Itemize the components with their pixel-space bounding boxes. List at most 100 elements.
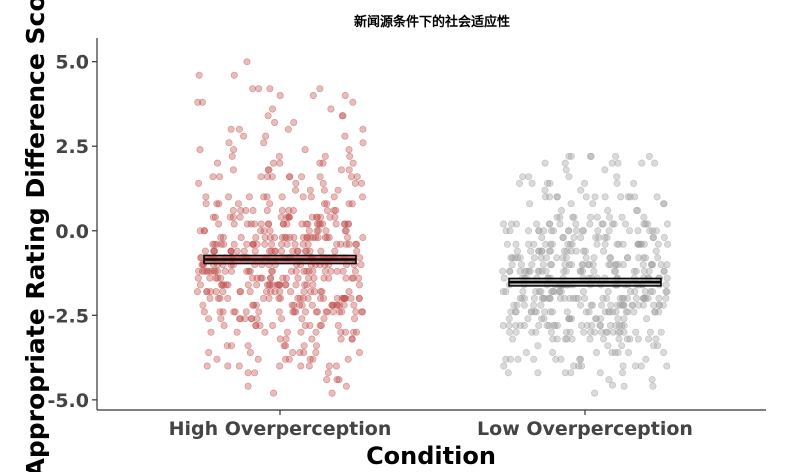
data-point (242, 308, 250, 316)
data-point (230, 146, 238, 154)
data-point (500, 362, 508, 370)
data-point (325, 234, 333, 242)
data-point (649, 382, 657, 390)
data-point (253, 315, 261, 323)
data-point (547, 240, 555, 248)
data-point (582, 254, 590, 262)
data-point (593, 213, 601, 221)
data-point (325, 362, 333, 370)
data-point (316, 321, 324, 329)
data-point (618, 321, 626, 329)
data-point (323, 376, 331, 384)
data-point (526, 267, 534, 275)
data-point (292, 179, 300, 187)
data-point (290, 119, 298, 127)
data-point (249, 207, 257, 215)
data-point (567, 200, 575, 208)
data-point (576, 267, 584, 275)
data-point (639, 261, 647, 269)
data-point (233, 328, 241, 336)
data-point (500, 274, 508, 282)
data-point (551, 321, 559, 329)
data-point (308, 301, 316, 309)
data-point (249, 85, 257, 93)
data-point (593, 240, 601, 248)
data-point (624, 348, 632, 356)
data-point (275, 281, 283, 289)
data-point (249, 240, 257, 248)
data-point (591, 389, 599, 397)
data-point (548, 288, 556, 296)
data-point (353, 173, 361, 181)
data-point (252, 301, 260, 309)
data-point (308, 335, 316, 343)
data-point (640, 254, 648, 262)
data-point (646, 288, 654, 296)
data-point (199, 98, 207, 106)
data-point (618, 213, 626, 221)
data-point (269, 321, 277, 329)
data-point (645, 267, 653, 275)
data-point (247, 315, 255, 323)
data-point (261, 234, 269, 242)
data-point (542, 267, 550, 275)
data-point (621, 220, 629, 228)
data-point (629, 301, 637, 309)
data-point (530, 240, 538, 248)
data-point (556, 220, 564, 228)
data-point (270, 159, 278, 167)
data-point (499, 288, 507, 296)
data-point (288, 301, 296, 309)
data-point (301, 321, 309, 329)
data-point (657, 328, 665, 336)
data-point (601, 240, 609, 248)
data-point (329, 308, 337, 316)
data-point (516, 321, 524, 329)
data-point (652, 335, 660, 343)
data-point (275, 294, 283, 302)
data-point (592, 315, 600, 323)
data-point (320, 274, 328, 282)
data-point (532, 328, 540, 336)
data-point (654, 342, 662, 350)
data-point (598, 301, 606, 309)
x-axis-label: Condition (366, 442, 496, 470)
data-point (332, 362, 340, 370)
data-point (265, 247, 273, 255)
data-point (553, 213, 561, 221)
data-point (289, 207, 297, 215)
data-point (562, 328, 570, 336)
data-point (550, 288, 558, 296)
data-point (342, 240, 350, 248)
data-point (565, 315, 573, 323)
data-point (294, 274, 302, 282)
data-point (327, 267, 335, 275)
data-point (623, 254, 631, 262)
data-point (568, 335, 576, 343)
data-point (290, 301, 298, 309)
data-point (569, 213, 577, 221)
data-point (659, 301, 667, 309)
data-point (319, 294, 327, 302)
data-point (244, 382, 252, 390)
data-point (313, 220, 321, 228)
data-point (322, 227, 330, 235)
data-point (600, 247, 608, 255)
data-point (286, 173, 294, 181)
data-point (532, 288, 540, 296)
data-point (543, 179, 551, 187)
data-point (552, 355, 560, 363)
data-point (211, 240, 219, 248)
data-point (601, 193, 609, 201)
data-point (572, 227, 580, 235)
data-point (634, 207, 642, 215)
data-point (612, 308, 620, 316)
data-point (291, 240, 299, 248)
data-point (608, 220, 616, 228)
data-point (342, 274, 350, 282)
data-point (312, 328, 320, 336)
data-point (230, 240, 238, 248)
data-point (512, 328, 520, 336)
data-point (295, 301, 303, 309)
data-point (644, 220, 652, 228)
